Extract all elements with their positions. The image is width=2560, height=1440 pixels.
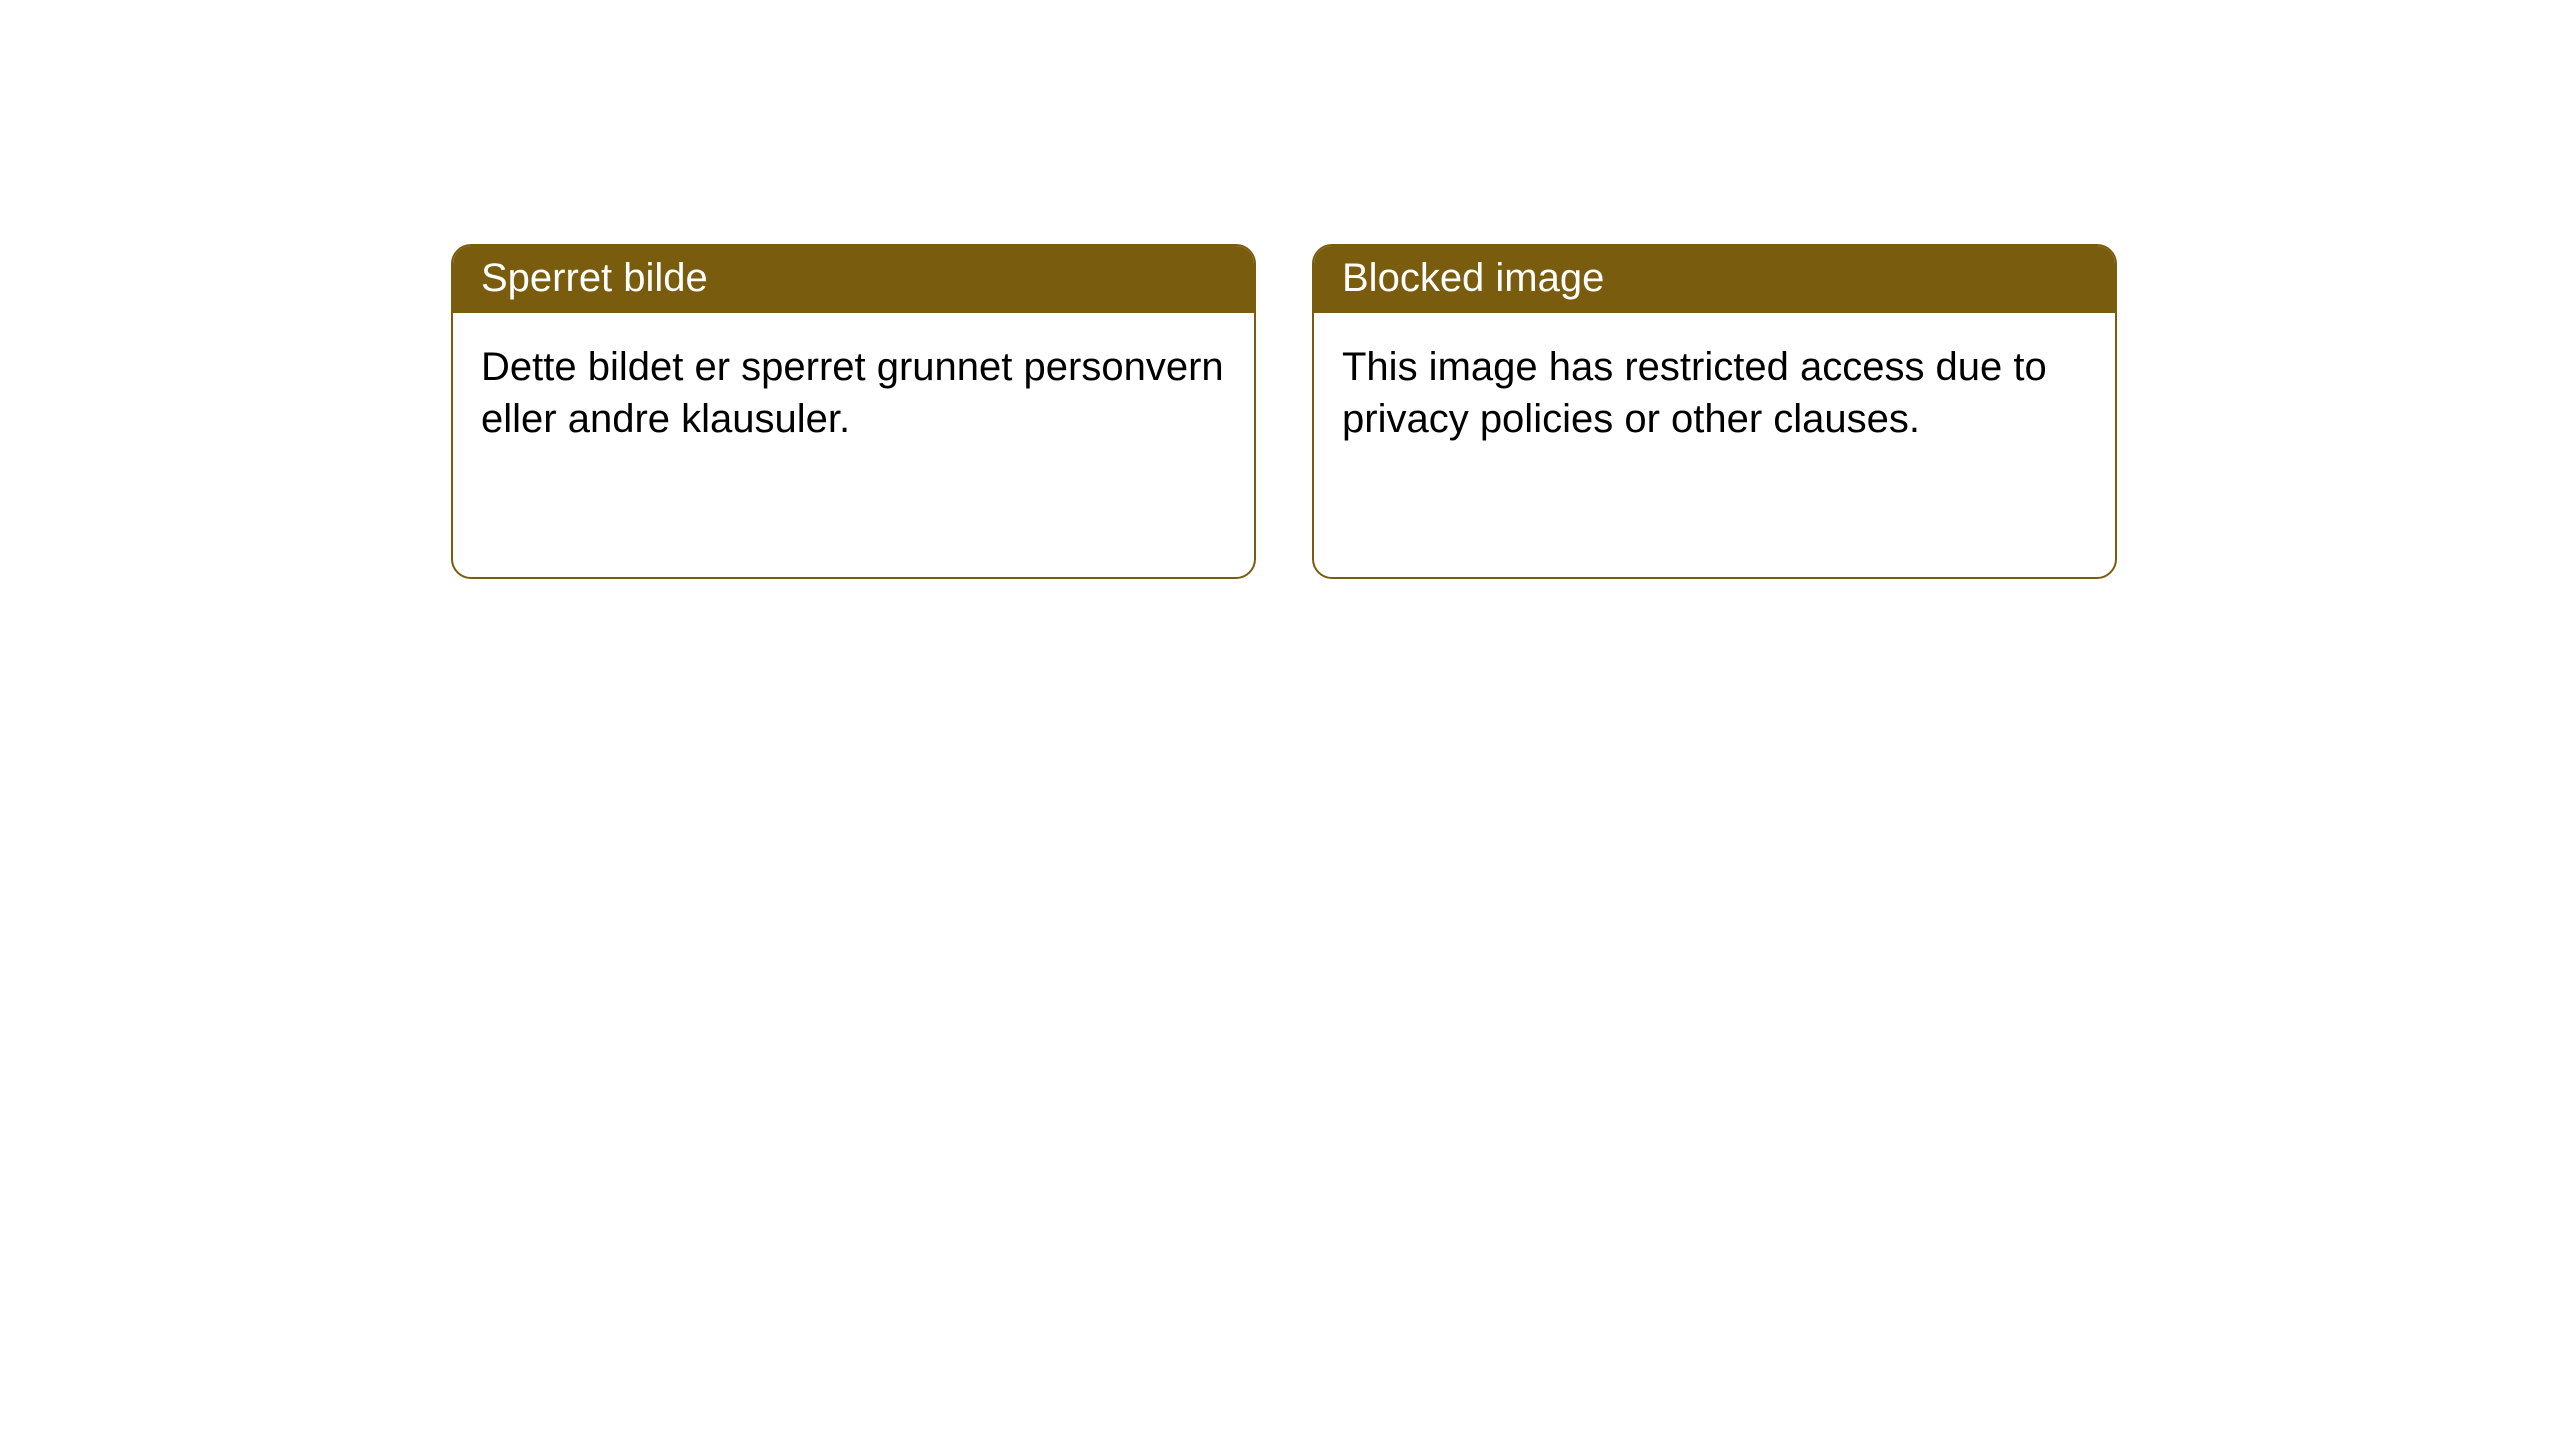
notice-title: Sperret bilde — [453, 246, 1254, 313]
notice-card-norwegian: Sperret bilde Dette bildet er sperret gr… — [451, 244, 1256, 579]
notice-body: Dette bildet er sperret grunnet personve… — [453, 313, 1254, 473]
notice-title: Blocked image — [1314, 246, 2115, 313]
notice-body: This image has restricted access due to … — [1314, 313, 2115, 473]
notice-container: Sperret bilde Dette bildet er sperret gr… — [451, 244, 2117, 579]
notice-card-english: Blocked image This image has restricted … — [1312, 244, 2117, 579]
